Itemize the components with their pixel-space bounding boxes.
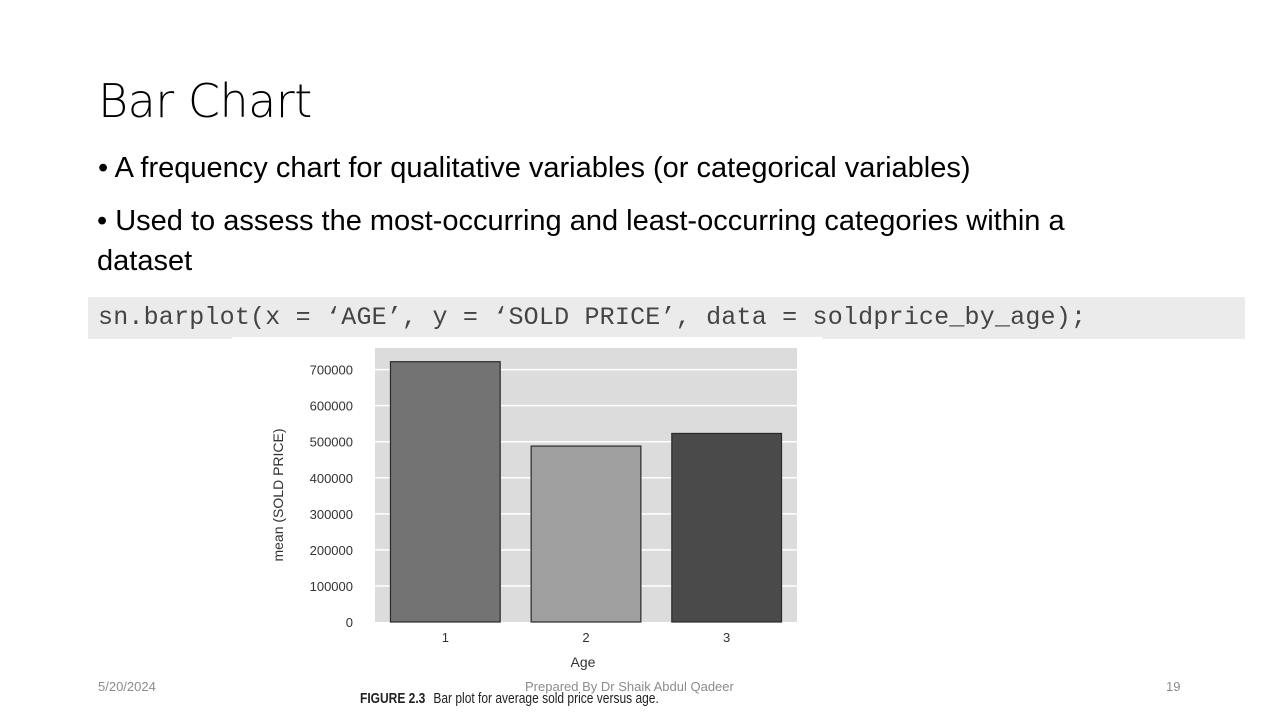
figure-text: Bar plot for average sold price versus a… xyxy=(433,690,659,707)
y-tick-labels: 0 100000 200000 300000 400000 500000 600000 700… xyxy=(310,363,353,630)
x-tick-labels: 1 2 3 xyxy=(442,630,731,645)
y-tick-label: 500000 xyxy=(310,435,353,450)
bar-age-3 xyxy=(671,432,783,623)
bar-age-1 xyxy=(389,361,501,623)
figure-caption: FIGURE 2.3 Bar plot for average sold pric… xyxy=(360,690,659,707)
code-block-background xyxy=(88,297,1245,339)
bar-chart: 0 100000 200000 300000 400000 500000 600000 700… xyxy=(232,337,822,677)
y-tick-label: 300000 xyxy=(310,507,353,522)
x-tick-label: 1 xyxy=(442,630,449,645)
figure-label: FIGURE 2.3 xyxy=(360,690,426,707)
y-tick-label: 0 xyxy=(346,615,353,630)
y-axis-label: mean (SOLD PRICE) xyxy=(270,428,286,561)
y-tick-label: 700000 xyxy=(310,363,353,378)
y-tick-label: 400000 xyxy=(310,471,353,486)
x-tick-label: 3 xyxy=(723,630,730,645)
footer-date: 5/20/2024 xyxy=(98,679,156,694)
bar-age-2 xyxy=(530,445,642,623)
bars xyxy=(389,361,783,623)
y-tick-label: 200000 xyxy=(310,543,353,558)
y-tick-label: 100000 xyxy=(310,579,353,594)
footer-author: Prepared By Dr Shaik Abdul Qadeer xyxy=(525,679,734,694)
bullet-1: • A frequency chart for qualitative vari… xyxy=(98,152,971,184)
bullet-2: • Used to assess the most-occurring and … xyxy=(97,205,1065,277)
code-snippet: sn.barplot(x = ‘AGE’, y = ‘SOLD PRICE’, … xyxy=(98,303,1087,332)
footer-page-number: 19 xyxy=(1166,679,1181,694)
x-axis-label: Age xyxy=(571,654,596,670)
x-tick-label: 2 xyxy=(582,630,589,645)
slide-title: Bar Chart xyxy=(98,74,312,128)
y-tick-label: 600000 xyxy=(310,399,353,414)
